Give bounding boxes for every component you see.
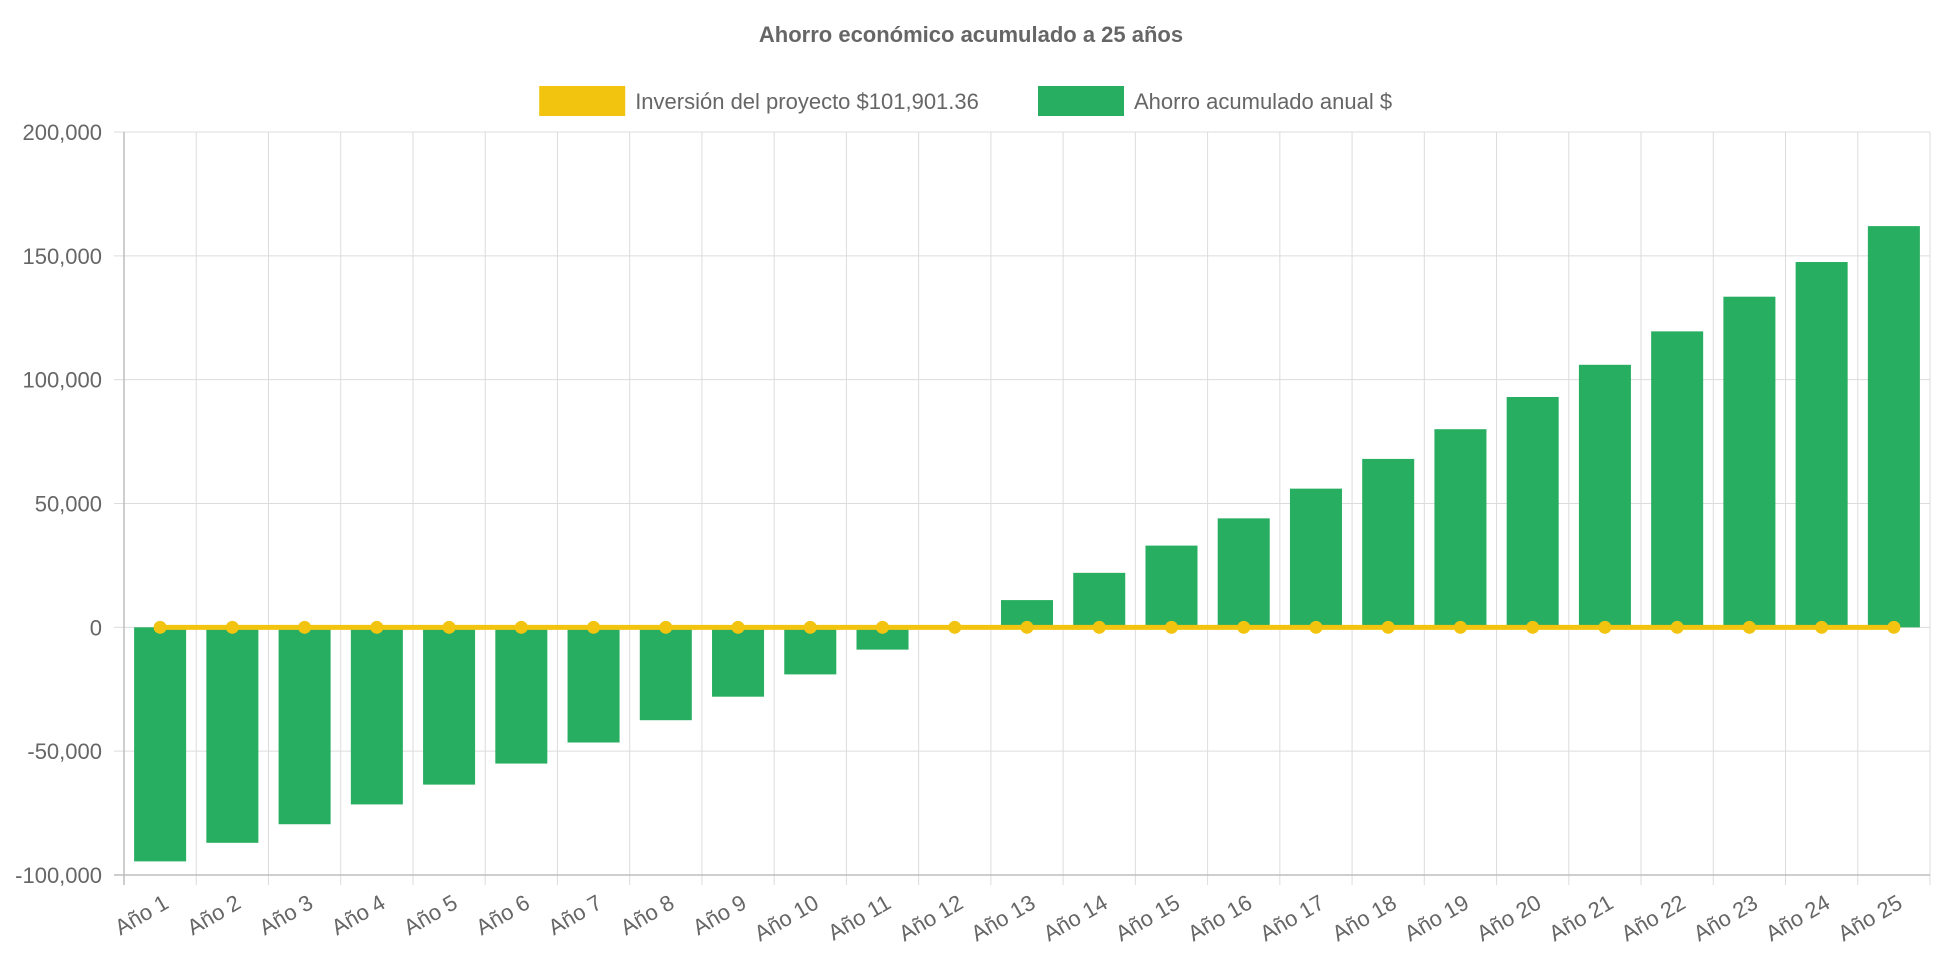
- investment-point-3: [298, 620, 312, 634]
- bar-11: [856, 627, 909, 650]
- bar-4: [350, 627, 403, 805]
- x-tick-label: Año 23: [1689, 890, 1762, 947]
- x-tick-label: Año 15: [1111, 890, 1184, 947]
- bar-9: [712, 627, 765, 697]
- investment-point-15: [1164, 620, 1178, 634]
- x-tick-label: Año 12: [894, 890, 967, 947]
- bar-15: [1145, 545, 1198, 628]
- bar-20: [1506, 397, 1559, 628]
- bar-2: [206, 627, 259, 843]
- investment-point-1: [153, 620, 167, 634]
- investment-point-13: [1020, 620, 1034, 634]
- investment-point-2: [225, 620, 239, 634]
- bar-24: [1795, 262, 1848, 628]
- y-axis: 200,000 150,000 100,000 50,000 0 -50,000 -100,…: [15, 120, 125, 888]
- y-tick-label: 50,000: [35, 492, 102, 517]
- y-tick-label: -50,000: [27, 739, 102, 764]
- x-tick-label: Año 11: [824, 890, 895, 946]
- legend-label-2: Ahorro acumulado anual $: [1134, 89, 1392, 114]
- y-tick-label: 200,000: [22, 120, 102, 145]
- bar-16: [1217, 518, 1270, 628]
- investment-point-8: [659, 620, 673, 634]
- legend-swatch-2: [1038, 86, 1124, 116]
- x-tick-label: Año 25: [1833, 890, 1906, 947]
- x-axis: Año 1 Año 2 Año 3 Año 4 Año 5 Año 6 Año 7 Año 8…: [110, 874, 1930, 947]
- x-tick-label: Año 20: [1472, 890, 1545, 947]
- x-tick-label: Año 8: [616, 890, 678, 940]
- investment-point-20: [1526, 620, 1540, 634]
- investment-point-23: [1742, 620, 1756, 634]
- x-tick-label: Año 6: [472, 890, 534, 940]
- bar-17: [1289, 488, 1342, 628]
- bar-3: [278, 627, 331, 825]
- investment-point-17: [1309, 620, 1323, 634]
- bar-18: [1362, 458, 1415, 628]
- investment-point-10: [803, 620, 817, 634]
- x-tick-label: Año 3: [255, 890, 317, 940]
- y-tick-label: 150,000: [22, 244, 102, 269]
- grid: [114, 131, 1931, 885]
- investment-point-14: [1092, 620, 1106, 634]
- x-tick-label: Año 13: [967, 890, 1040, 947]
- legend: Inversión del proyecto $101,901.36 Ahorro…: [539, 86, 1392, 116]
- bar-6: [495, 627, 548, 764]
- investment-point-22: [1670, 620, 1684, 634]
- x-tick-label: Año 18: [1328, 890, 1401, 947]
- x-tick-label: Año 24: [1761, 890, 1834, 947]
- bar-22: [1651, 331, 1704, 628]
- x-tick-label: Año 17: [1256, 890, 1329, 947]
- x-tick-label: Año 2: [183, 890, 245, 940]
- investment-point-5: [442, 620, 456, 634]
- bar-5: [423, 627, 476, 785]
- line-series: [153, 620, 1901, 634]
- x-tick-label: Año 19: [1400, 890, 1473, 947]
- investment-point-18: [1381, 620, 1395, 634]
- x-tick-label: Año 21: [1545, 890, 1618, 947]
- bar-14: [1073, 572, 1126, 628]
- investment-point-11: [876, 620, 890, 634]
- bar-1: [134, 627, 187, 862]
- bar-10: [784, 627, 837, 675]
- investment-point-16: [1237, 620, 1251, 634]
- investment-point-12: [948, 620, 962, 634]
- investment-point-4: [370, 620, 384, 634]
- y-tick-label: 100,000: [22, 368, 102, 393]
- legend-swatch-1: [539, 86, 626, 116]
- x-tick-label: Año 14: [1039, 890, 1112, 947]
- x-tick-label: Año 4: [327, 890, 389, 940]
- x-tick-label: Año 22: [1617, 890, 1690, 947]
- bar-25: [1867, 226, 1920, 628]
- bar-19: [1434, 429, 1487, 628]
- investment-point-24: [1815, 620, 1829, 634]
- investment-point-25: [1887, 620, 1901, 634]
- x-tick-label: Año 1: [110, 890, 172, 940]
- y-tick-label: -100,000: [15, 863, 102, 888]
- investment-point-21: [1598, 620, 1612, 634]
- x-tick-label: Año 5: [399, 890, 461, 940]
- bar-7: [567, 627, 620, 743]
- x-tick-label: Año 10: [750, 890, 823, 947]
- bar-21: [1578, 364, 1631, 628]
- bar-series: [134, 226, 1920, 862]
- x-tick-label: Año 7: [544, 890, 606, 940]
- bar-23: [1723, 296, 1776, 628]
- y-tick-label: 0: [90, 615, 102, 640]
- investment-point-6: [514, 620, 528, 634]
- investment-point-9: [731, 620, 745, 634]
- x-tick-label: Año 16: [1183, 890, 1256, 947]
- legend-label-1: Inversión del proyecto $101,901.36: [635, 89, 979, 114]
- x-tick-label: Año 9: [688, 890, 750, 940]
- investment-point-19: [1453, 620, 1467, 634]
- bar-8: [639, 627, 692, 721]
- investment-point-7: [587, 620, 601, 634]
- chart-title: Ahorro económico acumulado a 25 años: [759, 22, 1183, 47]
